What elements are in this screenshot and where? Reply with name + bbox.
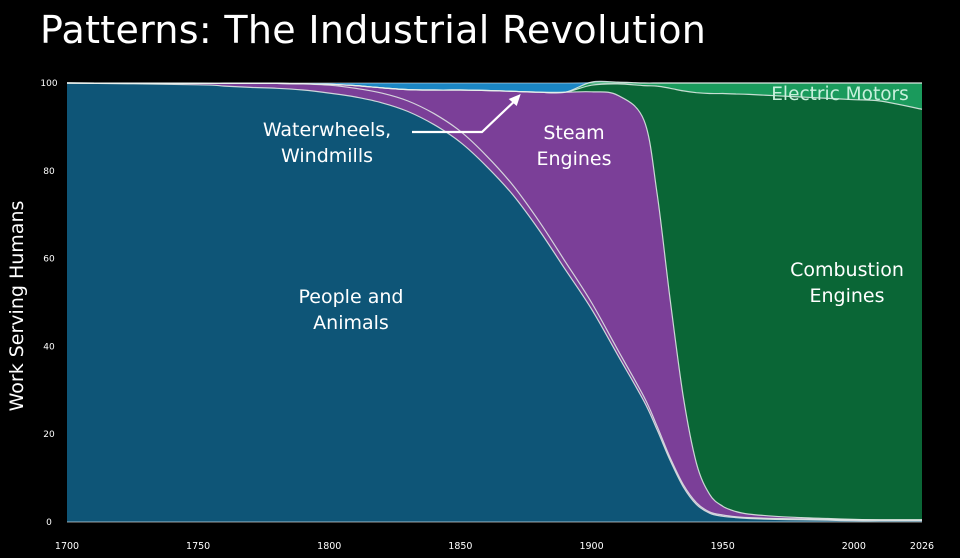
- y-tick-label: 80: [43, 167, 55, 177]
- annotation-arrow-line: [412, 100, 516, 134]
- series-area-electric-motors: [67, 81, 922, 110]
- x-tick-label: 1700: [55, 541, 79, 552]
- y-tick-label: 40: [43, 342, 55, 352]
- annotation-arrow-head: [508, 94, 521, 106]
- series-area-people-and-animals: [67, 83, 922, 522]
- x-tick-label: 1950: [711, 541, 735, 552]
- series-area-combustion-engines: [67, 83, 922, 520]
- x-tick-label: 1850: [448, 541, 472, 552]
- annotation-electric-motors: Electric Motors: [771, 84, 909, 105]
- x-tick-label: 1900: [579, 541, 603, 552]
- x-tick-label: 1800: [317, 541, 341, 552]
- slide-title: Patterns: The Industrial Revolution: [40, 8, 707, 52]
- x-tick-label: 2026: [910, 541, 934, 552]
- annotation-steam-engines: Steam Engines: [536, 122, 611, 170]
- series-area-waterwheels-windmills: [67, 83, 922, 521]
- y-tick-label: 0: [46, 518, 52, 528]
- series-boundary-line: [66, 82, 922, 522]
- series-area-area-segment: [67, 81, 922, 94]
- y-tick-label: 100: [40, 79, 57, 89]
- x-tick-label: 2000: [842, 541, 866, 552]
- annotation-waterwheels: Waterwheels, Windmills: [263, 119, 391, 167]
- annotation-combustion-engines: Combustion Engines: [790, 259, 904, 307]
- y-tick-label: 20: [43, 430, 55, 440]
- x-tick-label: 1750: [186, 541, 210, 552]
- y-tick-label: 60: [43, 255, 55, 265]
- annotation-people-animals: People and Animals: [299, 286, 404, 334]
